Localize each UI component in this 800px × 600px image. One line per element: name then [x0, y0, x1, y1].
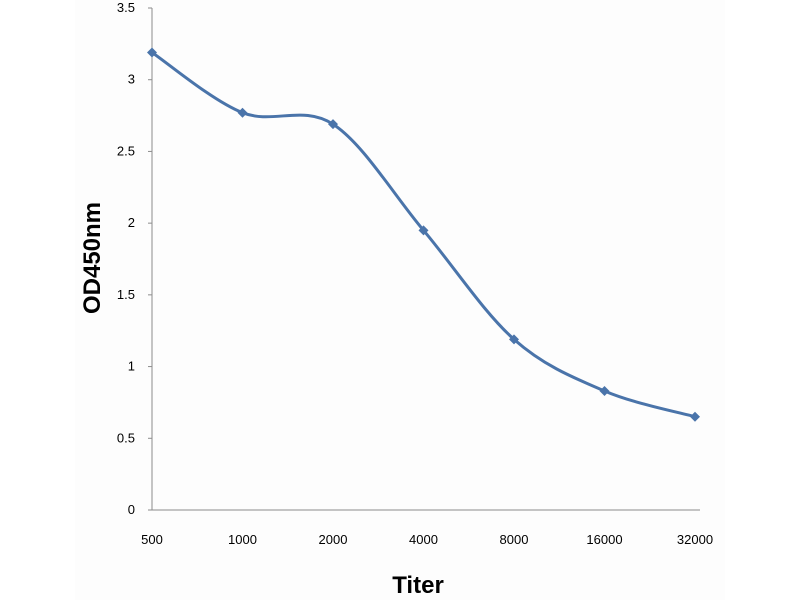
- data-point-marker: [509, 334, 519, 345]
- y-tick-label: 0.5: [117, 430, 135, 445]
- x-tick-label: 32000: [677, 532, 713, 547]
- data-point-marker: [599, 385, 610, 396]
- y-tick-label: 0: [128, 502, 135, 517]
- x-tick-label: 8000: [500, 532, 529, 547]
- y-tick-label: 2: [128, 215, 135, 230]
- data-point-marker: [328, 119, 338, 130]
- y-axis-title: OD450nm: [79, 202, 106, 314]
- data-point-marker: [237, 107, 248, 118]
- series-group: [147, 47, 700, 422]
- x-tick-label: 1000: [228, 532, 257, 547]
- x-tick-label: 4000: [409, 532, 438, 547]
- y-tick-label: 1: [128, 359, 135, 374]
- data-point-marker: [690, 411, 700, 422]
- chart-panel: [75, 0, 725, 600]
- y-tick-labels: 0 0.5 1 1.5 2 2.5 3 3.5: [117, 0, 135, 517]
- x-tick-label: 2000: [319, 532, 348, 547]
- y-tick-label: 3.5: [117, 0, 135, 15]
- x-axis-title: Titer: [392, 572, 444, 599]
- y-tick-label: 1.5: [117, 287, 135, 302]
- y-tick-label: 3: [128, 72, 135, 87]
- x-tick-label: 500: [141, 532, 163, 547]
- x-tick-label: 16000: [586, 532, 622, 547]
- chart-axes: [148, 7, 700, 511]
- data-point-marker: [418, 225, 429, 236]
- x-tick-labels: 500 1000 2000 4000 8000 16000 32000: [141, 532, 713, 547]
- y-tick-label: 2.5: [117, 143, 135, 158]
- data-point-marker: [147, 47, 157, 58]
